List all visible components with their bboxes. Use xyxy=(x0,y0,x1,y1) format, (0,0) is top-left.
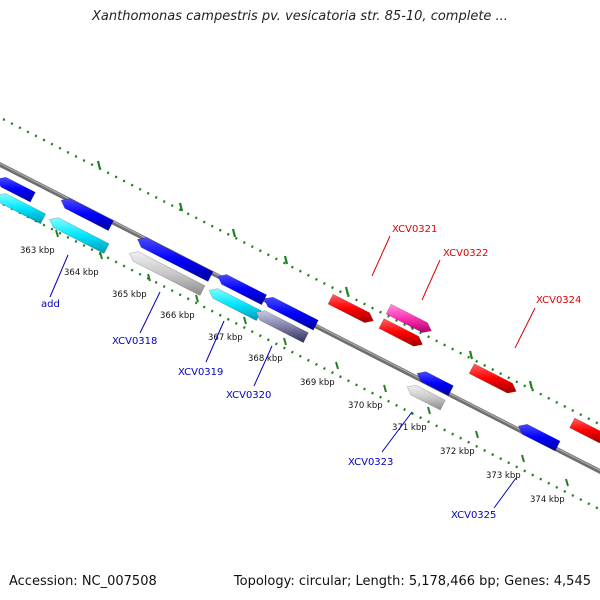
label-leader-line xyxy=(493,477,517,509)
gene-label[interactable]: XCV0319 xyxy=(178,367,223,378)
tick-mark xyxy=(55,229,59,238)
gc-skew-peak xyxy=(231,228,237,238)
tick-mark xyxy=(335,361,339,370)
tick-label: 368 kbp xyxy=(248,354,283,364)
gene-label-leaders: add XCV0318 XCV0319 XCV0320 XCV0321 XCV0322 XC… xyxy=(41,224,581,521)
gene-arrow[interactable] xyxy=(378,318,423,347)
gene-arrow-xcv0322[interactable] xyxy=(385,303,432,333)
gc-skew-peak xyxy=(178,202,184,212)
tick-label: 374 kbp xyxy=(530,495,565,505)
tick-label: 364 kbp xyxy=(64,268,99,278)
label-leader-line xyxy=(253,345,273,387)
tick-mark xyxy=(565,478,569,487)
gene-label[interactable]: XCV0318 xyxy=(112,336,157,347)
tick-label: 371 kbp xyxy=(392,423,427,433)
label-leader-line xyxy=(205,320,225,363)
gene-arrow-xcv0325[interactable] xyxy=(517,423,561,452)
gene-label[interactable]: XCV0324 xyxy=(536,295,581,306)
label-leader-line xyxy=(371,235,391,277)
tick-label: 373 kbp xyxy=(486,471,521,481)
tick-mark xyxy=(195,294,199,303)
gene-arrow-xcv0321[interactable] xyxy=(327,293,374,323)
gc-skew-outer-track xyxy=(0,116,600,426)
gene-arrow-xcv0324[interactable] xyxy=(468,363,517,394)
tick-mark xyxy=(99,251,103,260)
tick-label: 369 kbp xyxy=(300,378,335,388)
gene-arrow-add[interactable] xyxy=(137,237,214,282)
tick-mark xyxy=(521,454,525,463)
gene-arrow-xcv0323[interactable] xyxy=(406,384,446,411)
gene-arrow[interactable] xyxy=(60,198,114,232)
tick-marks: 363 kbp 364 kbp 365 kbp 366 kbp 367 kbp 368 k… xyxy=(20,229,569,505)
gene-arrow[interactable] xyxy=(0,193,47,225)
topology-stats: Topology: circular; Length: 5,178,466 bp… xyxy=(233,574,591,589)
tick-label: 370 kbp xyxy=(348,401,383,411)
gene-features xyxy=(0,176,600,452)
tick-label: 367 kbp xyxy=(208,333,243,343)
label-leader-line xyxy=(514,307,536,349)
gene-label[interactable]: XCV0325 xyxy=(451,510,496,521)
tick-mark xyxy=(243,316,247,325)
tick-mark xyxy=(475,430,479,439)
gene-label[interactable]: XCV0322 xyxy=(443,248,488,259)
tick-mark xyxy=(427,406,431,415)
tick-mark xyxy=(283,337,287,346)
tick-label: 363 kbp xyxy=(20,246,55,256)
tick-label: 372 kbp xyxy=(440,447,475,457)
gc-skew-peak xyxy=(528,380,534,390)
gene-arrow[interactable] xyxy=(49,217,110,254)
gc-skew-peak xyxy=(283,255,289,265)
tick-label: 366 kbp xyxy=(160,311,195,321)
gc-skew-peak xyxy=(468,350,474,360)
tick-mark xyxy=(383,384,387,393)
gene-arrow[interactable] xyxy=(217,274,268,306)
gene-label[interactable]: XCV0323 xyxy=(348,457,393,468)
label-leader-line xyxy=(421,259,441,301)
label-leader-line xyxy=(139,291,161,334)
tick-label: 365 kbp xyxy=(112,290,147,300)
accession-text: Accession: NC_007508 xyxy=(9,574,157,589)
gene-label[interactable]: XCV0321 xyxy=(392,224,437,235)
gc-skew-peak xyxy=(96,160,102,170)
gene-label[interactable]: XCV0320 xyxy=(226,390,271,401)
gc-skew-track xyxy=(0,116,600,511)
map-title: Xanthomonas campestris pv. vesicatoria s… xyxy=(92,9,508,24)
gene-arrow-xcv0318[interactable] xyxy=(129,251,206,296)
tick-mark xyxy=(147,273,151,282)
label-leader-line xyxy=(381,411,413,453)
gene-arrow[interactable] xyxy=(416,371,454,396)
gc-skew-peak xyxy=(344,286,350,296)
gene-arrow[interactable] xyxy=(0,176,36,203)
gene-arrow-xcv0320[interactable] xyxy=(255,310,309,344)
gene-arrow[interactable] xyxy=(569,417,600,444)
gene-arrow-xcv0319[interactable] xyxy=(208,288,262,322)
gene-arrow[interactable] xyxy=(263,296,319,331)
label-leader-line xyxy=(49,254,69,298)
gene-label[interactable]: add xyxy=(41,299,60,310)
gc-skew-inner-track xyxy=(0,201,600,511)
